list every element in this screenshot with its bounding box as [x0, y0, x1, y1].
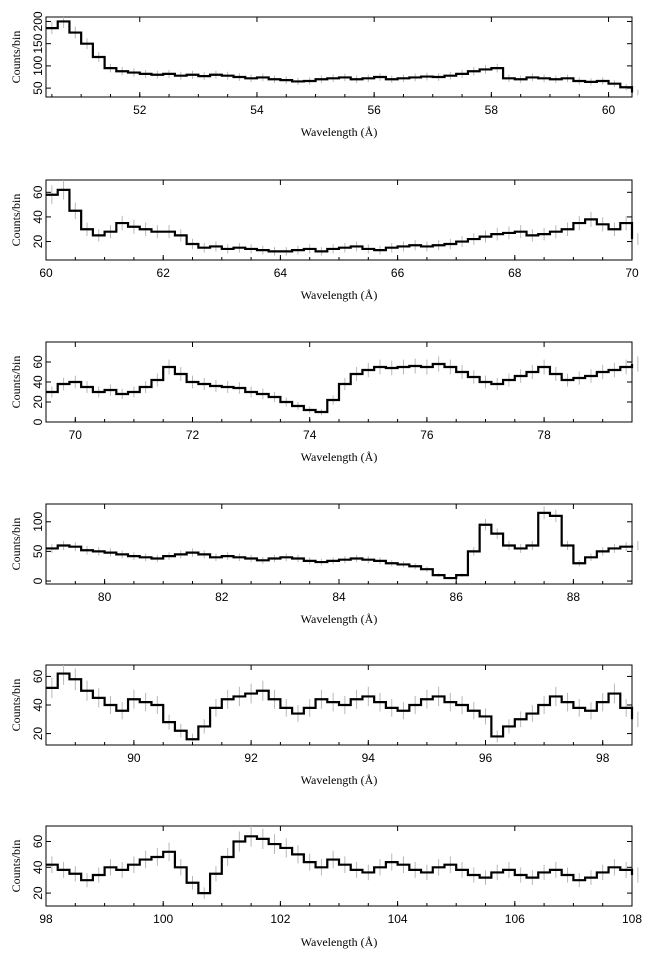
x-tick-label: 64	[274, 266, 288, 280]
panel-2: 60 62 64 66 68 70 20 40 60 Wavelength (Å) Count…	[9, 179, 639, 302]
x-ticks: 60 62 64 66 68 70	[39, 180, 639, 280]
x-tick-label: 60	[39, 266, 53, 280]
y-tick-label: 100	[31, 511, 45, 531]
y-tick-label: 60	[31, 669, 45, 683]
x-tick-label: 84	[332, 590, 346, 604]
y-tick-label: 60	[31, 355, 45, 369]
x-tick-label: 56	[367, 103, 381, 117]
y-tick-label: 40	[31, 210, 45, 224]
y-tick-label: 0	[31, 418, 45, 425]
x-tick-label: 78	[537, 428, 551, 442]
y-tick-label: 60	[31, 185, 45, 199]
error-bars	[51, 356, 639, 416]
x-axis-label: Wavelength (Å)	[301, 935, 378, 949]
x-tick-label: 82	[215, 590, 229, 604]
y-axis-label: Counts/bin	[9, 194, 23, 247]
y-tick-label: 60	[31, 834, 45, 848]
x-ticks: 90 92 94 96 98	[45, 665, 633, 765]
y-tick-label: 0	[31, 577, 45, 584]
x-tick-label: 60	[602, 103, 616, 117]
y-tick-label: 40	[31, 860, 45, 874]
x-tick-label: 52	[133, 103, 147, 117]
x-tick-label: 94	[362, 751, 376, 765]
x-axis-label: Wavelength (Å)	[301, 288, 378, 302]
y-tick-label: 100	[31, 56, 45, 76]
y-ticks: 0 20 40 60	[31, 355, 632, 425]
x-tick-label: 88	[567, 590, 581, 604]
y-tick-label: 50	[31, 81, 45, 95]
x-axis-label: Wavelength (Å)	[301, 773, 378, 787]
x-tick-label: 102	[270, 912, 290, 926]
y-tick-label: 40	[31, 375, 45, 389]
y-tick-label: 50	[31, 544, 45, 558]
y-tick-label: 20	[31, 727, 45, 741]
x-tick-label: 68	[508, 266, 522, 280]
x-axis-label: Wavelength (Å)	[301, 612, 378, 626]
panel-3: 70 72 74 76 78 0 20 40 60 Wavelength (Å) Counts…	[9, 341, 639, 464]
data-line	[46, 362, 634, 414]
data-line	[46, 672, 634, 741]
y-ticks: 20 40 60	[31, 669, 632, 740]
panel-1: 52 54 56 58 60 50 100 150 200 Wavelength (Å) Co…	[9, 11, 639, 139]
x-tick-label: 70	[625, 266, 639, 280]
x-tick-label: 96	[479, 751, 493, 765]
y-ticks: 20 40 60	[31, 834, 632, 900]
x-ticks: 80 82 84 86 88	[45, 504, 633, 604]
data-line	[46, 20, 634, 93]
data-line	[46, 835, 634, 895]
y-axis-label: Counts/bin	[9, 518, 23, 571]
x-ticks: 52 54 56 58 60	[51, 17, 616, 117]
x-tick-label: 86	[450, 590, 464, 604]
error-bars	[51, 180, 639, 256]
x-ticks: 70 72 74 76 78	[45, 342, 633, 442]
panel-4: 80 82 84 86 88 0 50 100 Wavelength (Å) Counts/…	[9, 503, 639, 626]
x-tick-label: 92	[244, 751, 258, 765]
x-axis-label: Wavelength (Å)	[301, 450, 378, 464]
x-tick-label: 98	[39, 912, 53, 926]
y-tick-label: 200	[31, 11, 45, 31]
y-ticks: 0 50 100	[31, 511, 632, 584]
panel-5: 90 92 94 96 98 20 40 60 Wavelength (Å) Counts/…	[9, 664, 639, 787]
data-line	[46, 511, 634, 580]
x-tick-label: 66	[391, 266, 405, 280]
y-ticks: 50 100 150 200	[31, 11, 632, 95]
error-bars	[51, 506, 639, 580]
plot-frame	[45, 16, 633, 98]
x-tick-label: 104	[388, 912, 408, 926]
y-tick-label: 150	[31, 33, 45, 53]
x-tick-label: 70	[69, 428, 83, 442]
x-tick-label: 90	[127, 751, 141, 765]
x-tick-label: 62	[157, 266, 171, 280]
x-tick-label: 80	[98, 590, 112, 604]
x-tick-label: 106	[505, 912, 525, 926]
error-bars	[51, 17, 639, 96]
x-ticks: 98 100 102 104 106 108	[39, 826, 642, 926]
y-axis-label: Counts/bin	[9, 679, 23, 732]
y-ticks: 20 40 60	[31, 185, 632, 248]
y-tick-label: 20	[31, 886, 45, 900]
y-tick-label: 20	[31, 235, 45, 249]
plot-frame	[45, 341, 633, 423]
error-bars	[51, 826, 639, 899]
x-tick-label: 100	[153, 912, 173, 926]
y-tick-label: 40	[31, 698, 45, 712]
x-axis-label: Wavelength (Å)	[301, 125, 378, 139]
x-tick-label: 72	[186, 428, 200, 442]
x-tick-label: 74	[303, 428, 317, 442]
x-tick-label: 58	[485, 103, 499, 117]
x-tick-label: 54	[250, 103, 264, 117]
y-tick-label: 20	[31, 395, 45, 409]
y-axis-label: Counts/bin	[9, 356, 23, 409]
x-tick-label: 98	[596, 751, 610, 765]
y-axis-label: Counts/bin	[9, 840, 23, 893]
x-tick-label: 76	[420, 428, 434, 442]
y-axis-label: Counts/bin	[9, 31, 23, 84]
data-line	[46, 188, 634, 253]
x-tick-label: 108	[622, 912, 642, 926]
